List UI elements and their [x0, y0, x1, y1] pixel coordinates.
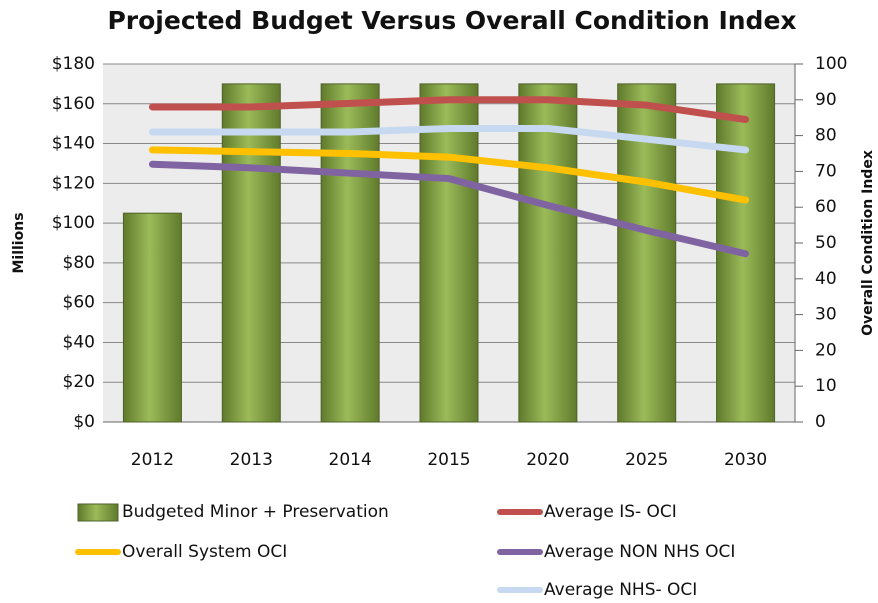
y2-tick-label: 30	[815, 305, 837, 325]
bar	[419, 83, 479, 423]
y2-tick-label: 0	[815, 412, 826, 432]
x-tick-label: 2012	[131, 450, 174, 470]
x-tick-label: 2014	[329, 450, 372, 470]
bar	[221, 83, 281, 423]
legend-swatch	[77, 503, 119, 522]
x-tick-label: 2030	[724, 450, 767, 470]
legend-label: Average NON NHS OCI	[544, 542, 735, 562]
y2-tick-label: 40	[815, 269, 837, 289]
bar	[518, 83, 578, 423]
chart-title: Projected Budget Versus Overall Conditio…	[107, 6, 796, 35]
line-series	[148, 124, 750, 154]
legend-label: Average NHS- OCI	[544, 580, 697, 600]
line-series	[148, 96, 750, 123]
x-tick-label: 2015	[427, 450, 470, 470]
y-tick-label: $60	[63, 293, 95, 313]
y2-tick-label: 10	[815, 376, 837, 396]
y2-tick-label: 90	[815, 90, 837, 110]
y-tick-label: $80	[63, 253, 95, 273]
y-tick-label: $100	[52, 213, 95, 233]
y2-tick-label: 80	[815, 126, 837, 146]
y-tick-label: $0	[73, 412, 95, 432]
y-tick-label: $40	[63, 332, 95, 352]
y2-axis-label: Overall Condition Index	[860, 150, 876, 336]
y-tick-label: $120	[52, 173, 95, 193]
legend-label: Budgeted Minor + Preservation	[122, 502, 389, 522]
legend-label: Average IS- OCI	[544, 502, 677, 522]
line-series	[148, 146, 750, 204]
bar	[122, 212, 182, 423]
x-tick-label: 2020	[526, 450, 569, 470]
y2-tick-label: 100	[815, 54, 847, 74]
y-tick-label: $140	[52, 134, 95, 154]
y-tick-label: $180	[52, 54, 95, 74]
y2-tick-label: 70	[815, 161, 837, 181]
y-tick-label: $20	[63, 372, 95, 392]
y2-tick-label: 20	[815, 340, 837, 360]
y2-tick-label: 50	[815, 233, 837, 253]
bar	[320, 83, 380, 423]
y-tick-label: $160	[52, 94, 95, 114]
legend-label: Overall System OCI	[122, 542, 287, 562]
x-tick-label: 2013	[230, 450, 273, 470]
line-series	[148, 160, 750, 258]
y2-tick-label: 60	[815, 197, 837, 217]
y-axis-label: Millions	[11, 212, 27, 273]
x-tick-label: 2025	[625, 450, 668, 470]
